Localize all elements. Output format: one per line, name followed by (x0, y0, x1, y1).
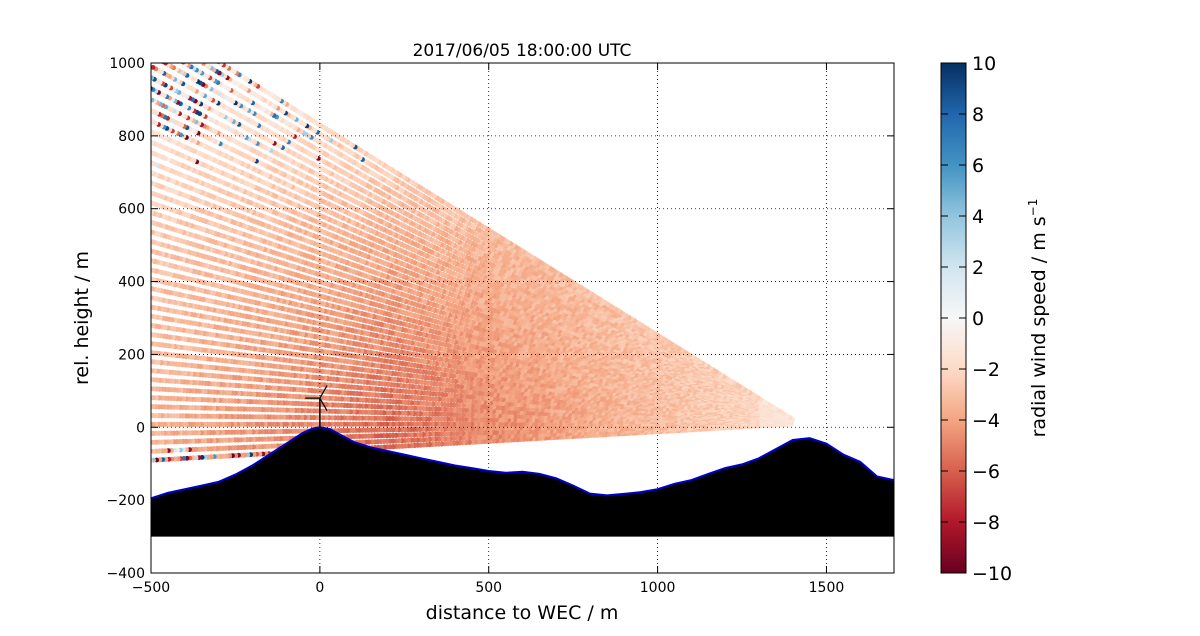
scan-point (151, 395, 153, 401)
scan-point (151, 430, 156, 436)
scan-point (144, 304, 149, 309)
scan-point (143, 331, 148, 336)
scan-point (145, 458, 150, 463)
scan-point (146, 313, 151, 318)
scan-point (151, 448, 153, 454)
scan-point (151, 431, 153, 436)
scan-point (151, 322, 153, 328)
scan-point (144, 350, 149, 355)
scan-point (142, 294, 147, 299)
scan-point (151, 258, 155, 264)
scan-point (144, 322, 149, 327)
scan-point (151, 457, 154, 463)
scan-point (145, 395, 150, 400)
scan-point (143, 313, 148, 318)
plot-area (142, 63, 894, 537)
scan-point (145, 341, 150, 346)
scan-point (145, 449, 150, 454)
scan-point (144, 413, 149, 418)
scan-point (145, 386, 150, 391)
scan-point (151, 369, 152, 372)
scan-point (151, 404, 153, 409)
scan-point (146, 276, 151, 281)
scan-point (142, 340, 147, 345)
scan-point (143, 368, 148, 373)
scan-point (151, 359, 155, 365)
scan-point (144, 440, 149, 445)
scan-point (142, 386, 147, 391)
scan-point (151, 267, 153, 272)
chart-title: 2017/06/05 18:00:00 UTC (413, 41, 632, 61)
scan-point (142, 377, 147, 382)
scan-point (151, 440, 153, 445)
scan-point (143, 257, 148, 262)
scan-point (144, 266, 149, 271)
scan-point (151, 332, 155, 338)
scan-point (142, 458, 147, 463)
scan-point (145, 377, 150, 382)
radial-wind-scan (142, 63, 795, 463)
scan-point (145, 295, 150, 300)
scan-point (151, 413, 153, 418)
scan-point (144, 404, 149, 409)
